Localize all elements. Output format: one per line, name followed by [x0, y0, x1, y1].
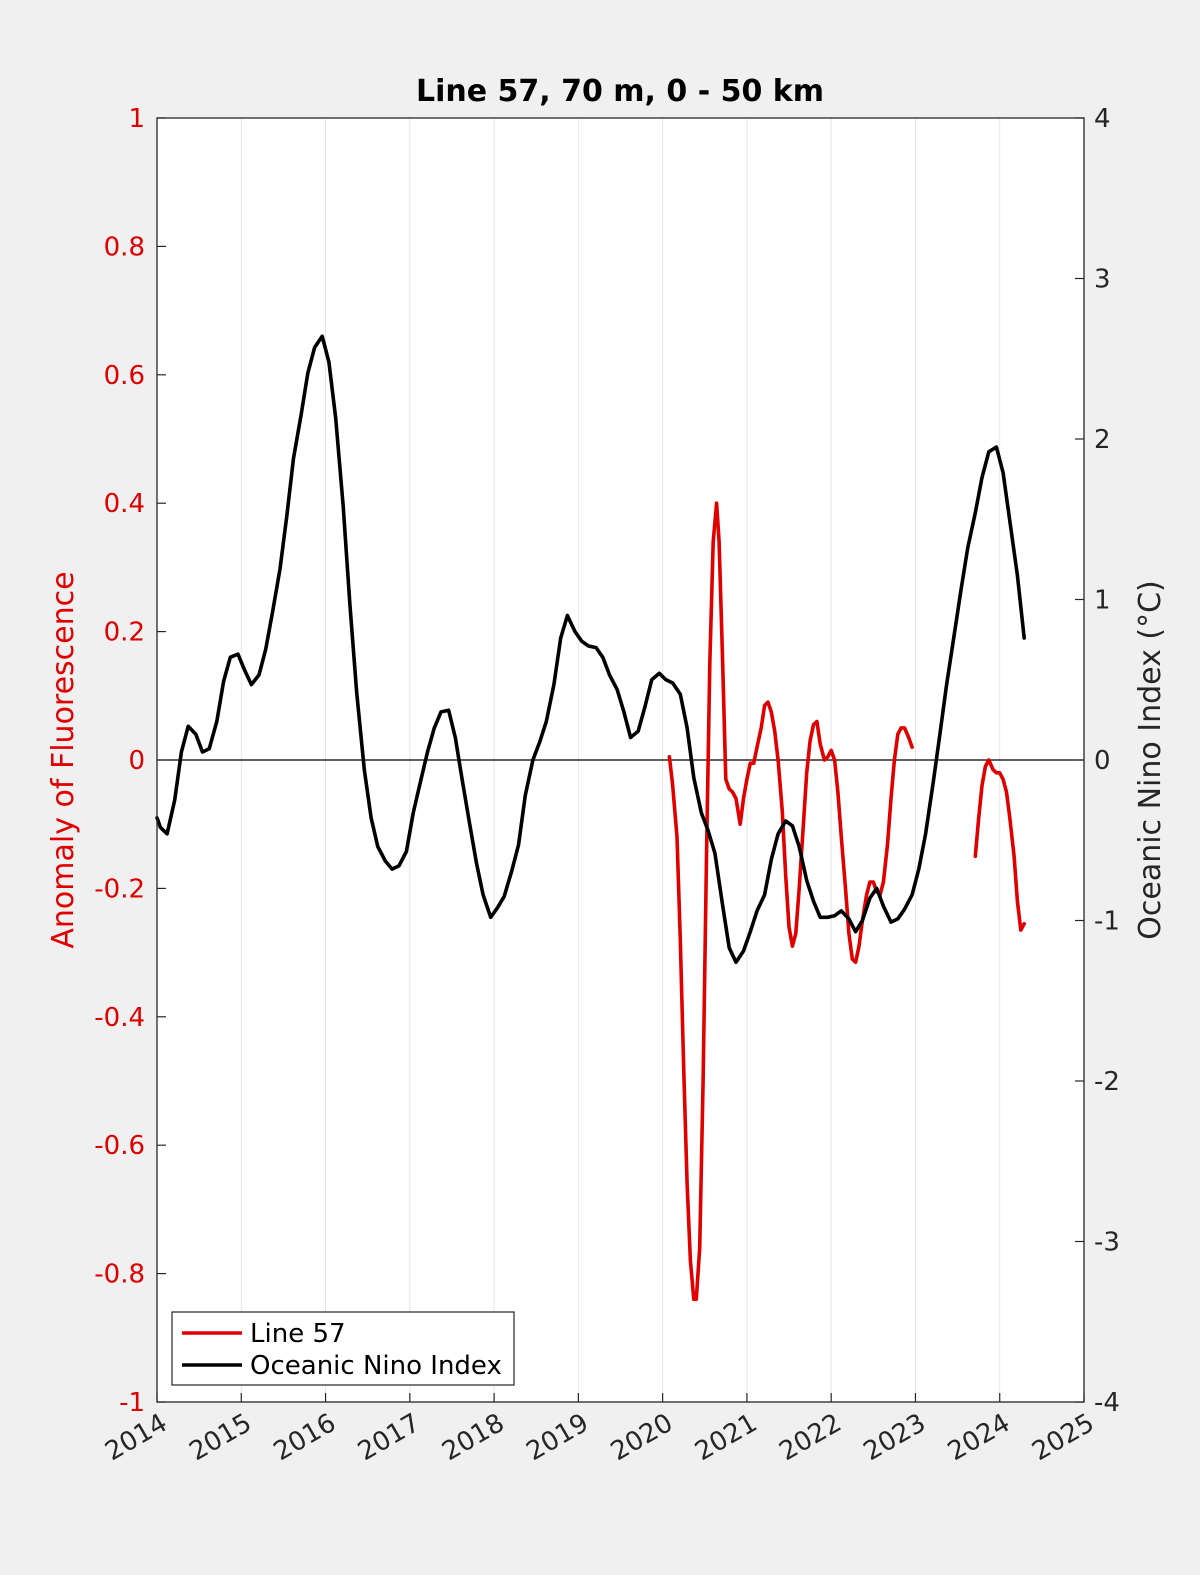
x-tick-label-2018: 2018 [437, 1408, 509, 1467]
x-axis: 2014 2015 2016 2017 2018 2019 2020 2021 2022 2023… [100, 1393, 1100, 1467]
x-tick-label-2023: 2023 [859, 1408, 931, 1467]
y-left-tick-label-0.2: 0.2 [104, 618, 145, 648]
x-tick-label-2019: 2019 [522, 1408, 594, 1467]
y-left-tick-label-0.4: 0.4 [104, 489, 145, 519]
x-tick-label-2015: 2015 [184, 1408, 256, 1467]
y-left-tick-label-0.6: 0.6 [104, 361, 145, 391]
y-left-tick-label--0.8: -0.8 [94, 1260, 145, 1290]
series-line-line57-0 [667, 501, 914, 1302]
y-left-tick-label--0.4: -0.4 [94, 1003, 145, 1033]
x-tick-label-2020: 2020 [606, 1408, 678, 1467]
y-left-tick-label--0.6: -0.6 [94, 1131, 145, 1161]
y-right-tick-label--3: -3 [1094, 1228, 1120, 1258]
x-tick-label-2016: 2016 [269, 1408, 341, 1467]
y-axis-left-label: Anomaly of Fluorescence [46, 571, 81, 948]
y-right-tick-label-0: 0 [1094, 746, 1111, 776]
y-right-tick-label--2: -2 [1094, 1067, 1120, 1097]
y-left-tick-label-1: 1 [128, 104, 145, 134]
y-left-tick-label-0.8: 0.8 [104, 232, 145, 262]
y-right-tick-label-1: 1 [1094, 586, 1111, 616]
y-axis-right: -4 -3 -2 -1 0 1 2 3 4 [1075, 104, 1120, 1418]
x-tick-label-2025: 2025 [1027, 1408, 1099, 1467]
series-layer [155, 334, 1026, 1302]
y-axis-left: -1 -0.8 -0.6 -0.4 -0.2 0 0.2 0.4 0.6 0.8 1 [94, 104, 166, 1418]
legend-box [171, 1311, 515, 1386]
y-left-tick-label--1: -1 [119, 1388, 145, 1418]
legend: Line 57 Oceanic Nino Index [171, 1311, 515, 1386]
series-line-line57-1 [973, 758, 1026, 932]
x-tick-label-2017: 2017 [353, 1408, 425, 1467]
y-right-tick-label-4: 4 [1094, 104, 1111, 134]
x-tick-label-2024: 2024 [943, 1408, 1015, 1467]
y-right-tick-label--1: -1 [1094, 907, 1120, 937]
y-left-tick-label-0: 0 [128, 746, 145, 776]
x-tick-label-2022: 2022 [774, 1408, 846, 1467]
series-line-oni-0 [155, 334, 1026, 964]
x-tick-label-2021: 2021 [690, 1408, 762, 1467]
legend-label-oni: Oceanic Nino Index [250, 1351, 502, 1381]
y-axis-right-label: Oceanic Nino Index (°C) [1133, 580, 1168, 940]
y-left-tick-label--0.2: -0.2 [94, 874, 145, 904]
y-right-tick-label-2: 2 [1094, 425, 1111, 455]
legend-label-line57: Line 57 [250, 1319, 346, 1349]
y-right-tick-label--4: -4 [1094, 1388, 1120, 1418]
chart-title: Line 57, 70 m, 0 - 50 km [416, 74, 824, 109]
y-right-tick-label-3: 3 [1094, 265, 1111, 295]
